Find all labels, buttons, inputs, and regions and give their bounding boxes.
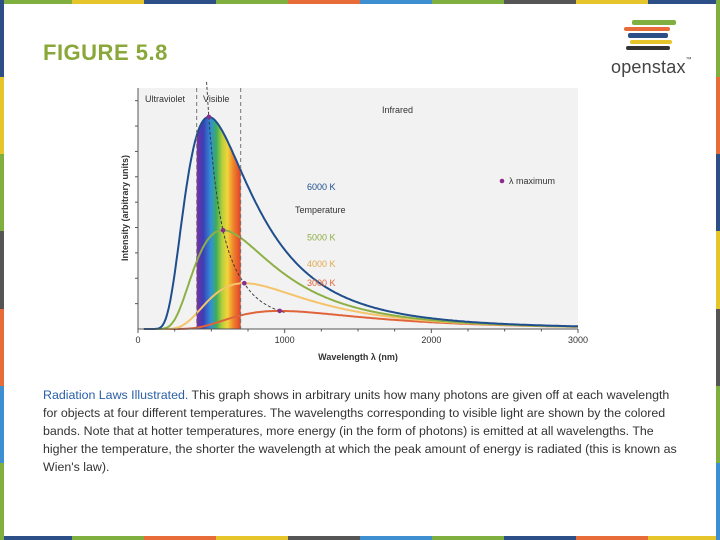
legend-max-label: λ maximum [509, 176, 555, 186]
openstax-logo-icon [624, 20, 676, 50]
figure-caption: Radiation Laws Illustrated. This graph s… [43, 386, 683, 476]
x-tick-label: 3000 [568, 335, 588, 345]
peak-marker-4000k [242, 280, 247, 286]
right-color-stripe [716, 0, 720, 540]
visible-spectrum-band [196, 116, 241, 330]
x-tick-label: 1000 [275, 335, 295, 345]
caption-lead: Radiation Laws Illustrated. [43, 388, 189, 402]
temperature-heading: Temperature [295, 205, 346, 215]
series-label-3000k: 3000 K [307, 278, 336, 288]
caption-body: This graph shows in arbitrary units how … [43, 388, 677, 474]
series-label-5000k: 5000 K [307, 232, 336, 242]
series-label-6000k: 6000 K [307, 182, 336, 192]
peak-marker-3000k [277, 308, 282, 314]
legend-max-marker [499, 178, 505, 184]
figure-title: FIGURE 5.8 [43, 40, 168, 65]
region-label-infrared: Infrared [382, 105, 413, 115]
series-label-4000k: 4000 K [307, 259, 336, 269]
x-tick-label: 0 [135, 335, 140, 345]
openstax-logo-text: openstax™ [611, 57, 692, 77]
region-label-ultraviolet: Ultraviolet [145, 94, 186, 104]
peak-marker-5000k [220, 227, 226, 233]
left-color-stripe [0, 0, 4, 540]
wien-law-dashed-line [206, 81, 285, 313]
bottom-color-stripe [0, 536, 720, 540]
x-tick-label: 2000 [421, 335, 441, 345]
top-color-stripe [0, 0, 720, 4]
x-axis-label: Wavelength λ (nm) [318, 352, 398, 362]
region-label-visible: Visible [203, 94, 229, 104]
blackbody-chart: 0 1000 2000 3000 Ultraviolet Visible Infrar… [120, 81, 588, 362]
peak-marker-6000k [206, 114, 212, 120]
curve-6000k [143, 115, 578, 330]
y-axis-label: Intensity (arbitrary units) [120, 155, 130, 261]
